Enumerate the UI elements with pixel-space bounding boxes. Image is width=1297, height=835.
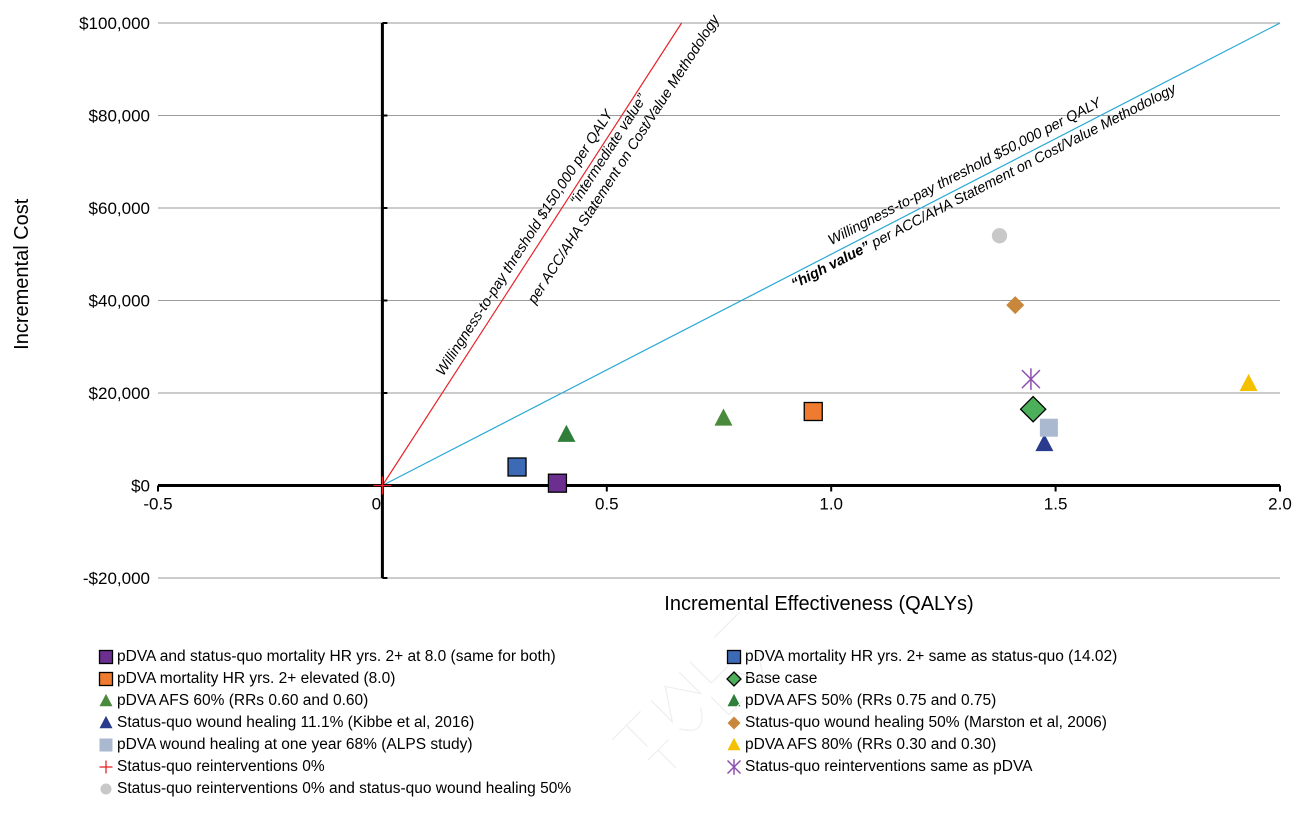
legend-item-11: Status-quo reinterventions same as pDVA xyxy=(726,756,1032,778)
threshold-lines xyxy=(381,22,1281,487)
intermediate-value-source-label: per ACC/AHA Statement on Cost/Value Meth… xyxy=(525,12,724,308)
legend-label-7: Status-quo wound healing 50% (Marston et… xyxy=(745,714,1107,731)
legend-symbol-1 xyxy=(726,649,742,665)
legend-symbol-9 xyxy=(727,737,741,751)
cea-scatter-chart: -$20,000 $0 $20,000 $40,000 $60,000 $80,000 $1… xyxy=(11,12,1292,615)
legend-label-3: Base case xyxy=(745,670,818,687)
legend-symbol-12 xyxy=(100,783,112,795)
legend-label-12: Status-quo reinterventions 0% and status… xyxy=(117,780,572,797)
legend-marker-11 xyxy=(726,759,742,775)
legend-label-8: pDVA wound healing at one year 68% (ALPS… xyxy=(117,736,473,753)
data-point-6 xyxy=(1035,433,1054,452)
threshold-line-1 xyxy=(382,22,1281,487)
legend-label-5: pDVA AFS 50% (RRs 0.75 and 0.75) xyxy=(745,692,997,709)
legend-label-11: Status-quo reinterventions same as pDVA xyxy=(745,758,1033,775)
legend-marker-10 xyxy=(99,760,113,774)
wtp-150k-label: Willingness-to-pay threshold $150,000 pe… xyxy=(433,106,617,379)
annotations: Willingness-to-pay threshold $150,000 pe… xyxy=(433,12,1179,379)
y-tick-label-5: $80,000 xyxy=(89,107,150,126)
legend-item-8: pDVA wound healing at one year 68% (ALPS… xyxy=(98,734,473,756)
legend-marker-9 xyxy=(727,737,741,751)
legend-label-10: Status-quo reinterventions 0% xyxy=(117,758,325,775)
legend-marker-1 xyxy=(726,649,742,665)
data-point-9 xyxy=(1239,373,1258,391)
legend-symbol-2 xyxy=(98,671,114,687)
data-point-8 xyxy=(1039,418,1058,437)
x-tick-label-5: 2.0 xyxy=(1268,495,1292,514)
x-tick-label-1: 0 xyxy=(372,495,381,514)
legend-item-2: pDVA mortality HR yrs. 2+ elevated (8.0) xyxy=(98,668,395,690)
data-point-3 xyxy=(1019,395,1047,423)
y-tick-label-2: $20,000 xyxy=(89,384,150,403)
legend-item-3: Base case xyxy=(726,668,817,690)
threshold-line-0 xyxy=(381,22,683,486)
legend-symbol-6 xyxy=(99,715,113,729)
legend-item-5: pDVA AFS 50% (RRs 0.75 and 0.75) xyxy=(726,690,996,712)
legend-marker-4 xyxy=(99,693,113,707)
legend-marker-6 xyxy=(99,715,113,729)
legend-marker-12 xyxy=(100,783,112,795)
data-point-2 xyxy=(803,401,823,422)
wtp-50k-label: Willingness-to-pay threshold $50,000 per… xyxy=(826,94,1105,248)
x-tick-label-2: 0.5 xyxy=(595,495,619,514)
high-value-label: “high value” per ACC/AHA Statement on Co… xyxy=(789,81,1180,293)
legend-item-1: pDVA mortality HR yrs. 2+ same as status… xyxy=(726,646,1117,668)
legend-symbol-4 xyxy=(99,693,113,707)
legend-marker-7 xyxy=(727,716,741,730)
legend-symbol-5 xyxy=(727,693,741,707)
tick-labels: -$20,000 $0 $20,000 $40,000 $60,000 $80,000 $1… xyxy=(79,14,1292,588)
legend-symbol-8 xyxy=(99,738,113,752)
data-point-7 xyxy=(1006,296,1025,315)
y-tick-label-3: $40,000 xyxy=(89,292,150,311)
legend-label-2: pDVA mortality HR yrs. 2+ elevated (8.0) xyxy=(117,670,396,687)
data-point-5 xyxy=(557,424,576,442)
legend-marker-5 xyxy=(727,693,741,707)
x-tick-label-0: -0.5 xyxy=(143,495,172,514)
legend-label-9: pDVA AFS 80% (RRs 0.30 and 0.30) xyxy=(745,736,997,753)
y-tick-label-6: $100,000 xyxy=(79,14,150,33)
high-value-rest: per ACC/AHA Statement on Cost/Value Meth… xyxy=(866,81,1180,253)
y-tick-label-4: $60,000 xyxy=(89,199,150,218)
legend-marker-3 xyxy=(726,671,742,687)
y-axis-title: Incremental Cost xyxy=(11,198,33,350)
data-point-11 xyxy=(1021,368,1041,390)
legend-label-4: pDVA AFS 60% (RRs 0.60 and 0.60) xyxy=(117,692,369,709)
legend-marker-0 xyxy=(98,649,114,665)
legend-item-7: Status-quo wound healing 50% (Marston et… xyxy=(726,712,1107,734)
legend-item-0: pDVA and status-quo mortality HR yrs. 2+… xyxy=(98,646,556,668)
legend-symbol-7 xyxy=(727,716,741,730)
legend: pDVA and status-quo mortality HR yrs. 2+… xyxy=(98,646,1278,834)
data-point-1 xyxy=(507,457,527,477)
y-tick-label-1: $0 xyxy=(131,477,150,496)
data-point-10 xyxy=(373,476,392,495)
legend-label-1: pDVA mortality HR yrs. 2+ same as status… xyxy=(745,648,1118,665)
legend-symbol-10 xyxy=(99,760,113,774)
legend-item-9: pDVA AFS 80% (RRs 0.30 and 0.30) xyxy=(726,734,996,756)
legend-item-4: pDVA AFS 60% (RRs 0.60 and 0.60) xyxy=(98,690,368,712)
x-tick-label-4: 1.5 xyxy=(1044,495,1068,514)
legend-symbol-0 xyxy=(98,649,114,665)
legend-item-6: Status-quo wound healing 11.1% (Kibbe et… xyxy=(98,712,474,734)
x-axis-title: Incremental Effectiveness (QALYs) xyxy=(664,593,973,615)
legend-label-0: pDVA and status-quo mortality HR yrs. 2+… xyxy=(117,648,556,665)
legend-label-6: Status-quo wound healing 11.1% (Kibbe et… xyxy=(117,714,475,731)
y-tick-label-0: -$20,000 xyxy=(83,569,150,588)
legend-marker-2 xyxy=(98,671,114,687)
data-point-0 xyxy=(547,473,568,493)
legend-symbol-11 xyxy=(726,759,742,775)
legend-symbol-3 xyxy=(726,671,742,687)
data-points xyxy=(373,228,1258,495)
x-tick-label-3: 1.0 xyxy=(819,495,843,514)
data-point-4 xyxy=(714,408,733,426)
data-point-12 xyxy=(991,228,1008,244)
legend-item-10: Status-quo reinterventions 0% xyxy=(98,756,325,778)
grid-lines xyxy=(158,22,1280,579)
legend-item-12: Status-quo reinterventions 0% and status… xyxy=(98,778,571,800)
legend-marker-8 xyxy=(99,738,113,752)
